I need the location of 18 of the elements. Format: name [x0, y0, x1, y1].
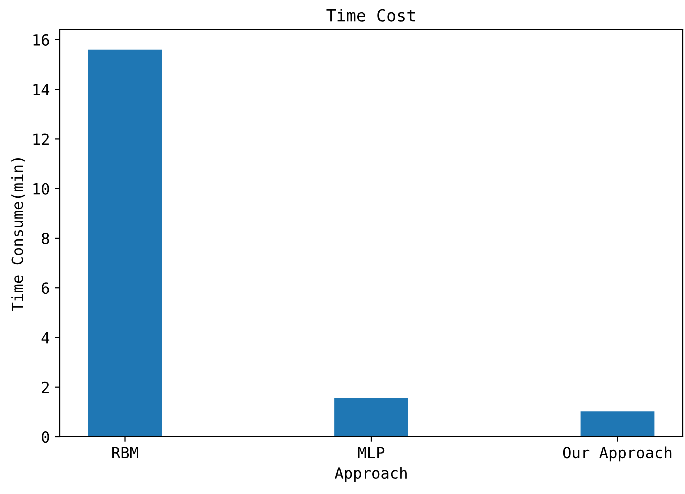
y-tick-label: 10: [34, 183, 50, 195]
bar: [334, 398, 408, 437]
x-tick-label: RBM: [112, 447, 138, 458]
y-tick-label: 6: [42, 282, 50, 294]
y-tick-label: 2: [42, 382, 49, 394]
chart-title: Time Cost: [326, 9, 416, 22]
y-tick-label: 16: [34, 34, 50, 46]
y-tick-label: 4: [42, 332, 50, 344]
y-tick-label: 14: [34, 84, 50, 96]
y-tick-label: 12: [34, 134, 49, 146]
bar: [580, 412, 655, 437]
y-tick-label: 8: [42, 232, 50, 245]
x-axis-title: Approach: [334, 467, 407, 482]
y-tick-label: 0: [42, 432, 50, 444]
y-axis-title: Time Consume(min): [12, 158, 26, 312]
x-tick-label: Our Approach: [563, 446, 672, 462]
x-tick-label: MLP: [358, 447, 385, 458]
bar: [88, 50, 162, 437]
